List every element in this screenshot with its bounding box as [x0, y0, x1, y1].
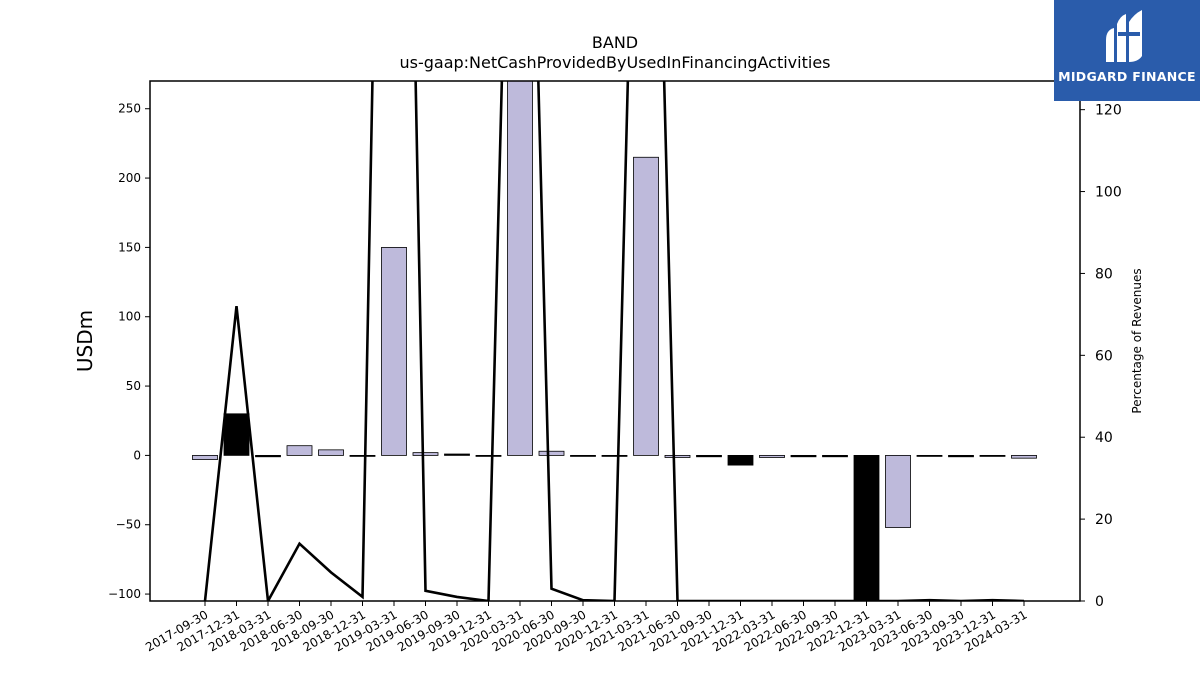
y2-tick-label: 80	[1095, 266, 1113, 282]
bar-2018-09-30	[318, 449, 344, 456]
bar-2021-09-30	[696, 454, 722, 458]
y2-axis-label: Percentage of Revenues	[1130, 268, 1144, 413]
y2-tick-label: 20	[1095, 512, 1113, 528]
bar-2018-12-31	[349, 454, 376, 457]
y-axis: −100 −50 0 50 100 150 200 250	[108, 102, 150, 601]
y2-tick-label: 0	[1095, 594, 1104, 610]
bar-2020-12-31	[601, 454, 628, 457]
y-tick-label: −50	[116, 518, 141, 532]
bar-2021-12-31	[727, 454, 754, 466]
brand-logo: MIDGARD FINANCE	[1054, 0, 1200, 101]
bar-2017-09-30	[192, 454, 218, 460]
bar-2017-12-31	[223, 413, 250, 456]
y-tick-label: 250	[118, 102, 141, 116]
bar-2022-12-31	[853, 454, 880, 602]
x-axis: 2017-09-302017-12-312018-03-312018-06-30…	[143, 601, 1030, 654]
bar-2018-03-31	[255, 454, 281, 458]
bar-2019-09-30	[444, 453, 470, 456]
y2-tick-label: 60	[1095, 348, 1113, 364]
y-tick-label: 0	[133, 448, 141, 462]
bar-2020-06-30	[538, 450, 565, 456]
y-tick-label: 100	[118, 310, 141, 324]
plot-frame	[149, 80, 1081, 602]
bar-2022-06-30	[790, 454, 817, 458]
bar-2023-03-31	[885, 454, 911, 528]
y-tick-label: −100	[108, 587, 141, 601]
bar-2019-06-30	[412, 452, 439, 456]
bar-2023-06-30	[916, 454, 943, 457]
bar-2020-03-31	[507, 80, 533, 456]
y2-tick-label: 120	[1095, 103, 1122, 119]
pct-of-revenues-line	[203, 81, 1025, 601]
chart-subtitle: us-gaap:NetCashProvidedByUsedInFinancing…	[399, 53, 830, 72]
brand-name: MIDGARD FINANCE	[1058, 69, 1196, 84]
y-tick-label: 50	[126, 379, 141, 393]
y2-tick-label: 40	[1095, 430, 1113, 446]
y2-tick-label: 100	[1095, 185, 1122, 201]
bar-2021-03-31	[633, 156, 659, 456]
bar-2023-12-31	[979, 454, 1006, 457]
bar-2018-06-30	[286, 445, 313, 456]
bar-2021-06-30	[664, 454, 691, 458]
bar-2019-03-31	[381, 246, 407, 456]
pct-line-group	[203, 81, 1025, 601]
bar-2022-03-31	[759, 454, 785, 458]
midgard-logo-icon	[1106, 10, 1142, 62]
bar-2019-12-31	[475, 454, 502, 457]
y-tick-label: 150	[118, 240, 141, 254]
bar-2022-09-30	[822, 454, 848, 458]
bar-2020-09-30	[570, 454, 596, 457]
bars-group	[192, 80, 1037, 602]
bar-2023-09-30	[948, 454, 974, 458]
bar-2024-03-31	[1011, 454, 1037, 459]
y-axis-label: USDm	[73, 310, 97, 372]
y2-axis: 0 20 40 60 80 100 120	[1080, 103, 1122, 610]
y-tick-label: 200	[118, 171, 141, 185]
chart-title: BAND	[592, 33, 638, 52]
